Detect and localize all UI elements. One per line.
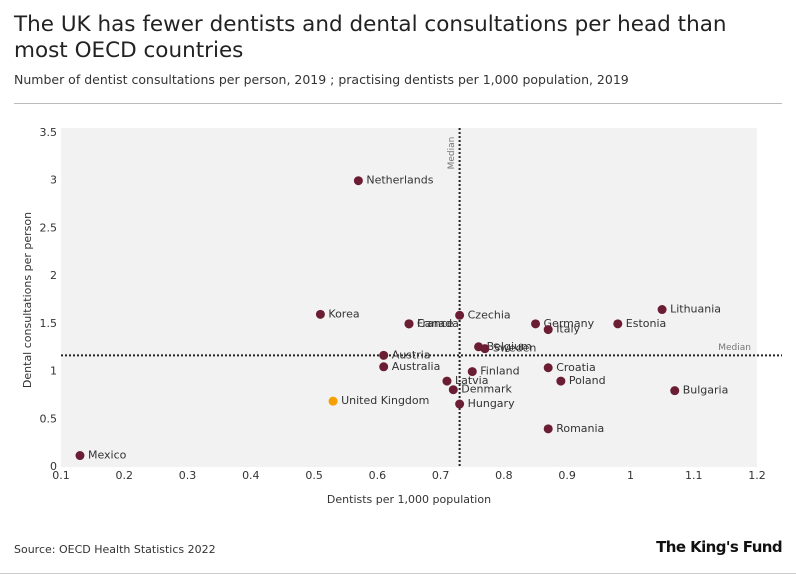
- point-label: Bulgaria: [683, 384, 729, 397]
- y-tick-label: 2: [50, 269, 57, 282]
- point: [543, 325, 553, 335]
- point: [657, 305, 667, 315]
- median-label: Median: [447, 137, 457, 170]
- point-label: Lithuania: [670, 303, 721, 316]
- y-tick-label: 3: [50, 174, 57, 187]
- x-tick-label: 0.7: [432, 469, 450, 482]
- point: [404, 319, 414, 329]
- brand-logo: The King's Fund: [656, 538, 782, 556]
- point-label: Finland: [480, 365, 519, 378]
- point: [448, 385, 458, 395]
- y-axis-label: Dental consultations per person: [21, 212, 34, 388]
- point-label: Hungary: [468, 397, 515, 410]
- point-label: Romania: [556, 422, 604, 435]
- median-label: Median: [718, 343, 751, 353]
- x-tick-label: 1.1: [685, 469, 703, 482]
- point-label: Austria: [392, 348, 431, 361]
- point-label: Estonia: [626, 317, 667, 330]
- point-label: Australia: [392, 360, 441, 373]
- point: [315, 309, 325, 319]
- point: [75, 451, 85, 461]
- point-label: Germany: [544, 317, 595, 330]
- point: [613, 319, 623, 329]
- x-tick-label: 0.4: [242, 469, 260, 482]
- point-label: France: [417, 317, 454, 330]
- point-label: Belgium: [487, 340, 532, 353]
- point-label: Latvia: [455, 374, 489, 387]
- point-label: United Kingdom: [341, 394, 429, 407]
- point: [353, 176, 363, 186]
- point: [543, 363, 553, 373]
- divider: [14, 103, 782, 104]
- x-tick-label: 1.2: [748, 469, 766, 482]
- point-label: Sweden: [493, 342, 536, 355]
- point: [455, 310, 465, 320]
- point-label: Denmark: [461, 383, 512, 396]
- point-label: Italy: [556, 323, 580, 336]
- point-label: Mexico: [88, 449, 127, 462]
- chart-title: The UK has fewer dentists and dental con…: [14, 12, 727, 63]
- x-tick-label: 0.9: [558, 469, 576, 482]
- point: [670, 386, 680, 396]
- y-tick-label: 0: [50, 460, 57, 473]
- point-label: Korea: [328, 307, 359, 320]
- plot-background: [61, 128, 757, 467]
- point: [543, 424, 553, 434]
- x-tick-label: 0.2: [116, 469, 134, 482]
- point: [467, 367, 477, 377]
- x-axis-label: Dentists per 1,000 population: [327, 493, 491, 506]
- x-tick-label: 0.5: [305, 469, 323, 482]
- point-label: Czechia: [468, 308, 511, 321]
- y-tick-label: 2.5: [40, 221, 58, 234]
- y-tick-label: 1: [50, 365, 57, 378]
- y-tick-label: 0.5: [40, 412, 58, 425]
- point: [442, 376, 452, 386]
- point: [531, 319, 541, 329]
- source: Source: OECD Health Statistics 2022: [14, 543, 216, 556]
- point-label: Croatia: [556, 361, 596, 374]
- y-tick-label: 1.5: [40, 317, 58, 330]
- point: [480, 344, 490, 354]
- point-label: Netherlands: [366, 174, 433, 187]
- x-tick-label: 0.3: [179, 469, 197, 482]
- point: [556, 376, 566, 386]
- point-label: Canada: [417, 317, 459, 330]
- x-tick-label: 0.8: [495, 469, 513, 482]
- x-tick-label: 0.6: [369, 469, 387, 482]
- divider: [0, 573, 796, 574]
- point: [379, 350, 389, 360]
- point: [455, 399, 465, 409]
- x-tick-label: 1: [627, 469, 634, 482]
- point-label: Poland: [569, 374, 606, 387]
- chart-subtitle: Number of dentist consultations per pers…: [14, 72, 629, 87]
- point: [328, 396, 338, 406]
- y-tick-label: 3.5: [40, 126, 58, 139]
- x-tick-label: 0.1: [52, 469, 70, 482]
- point: [379, 362, 389, 372]
